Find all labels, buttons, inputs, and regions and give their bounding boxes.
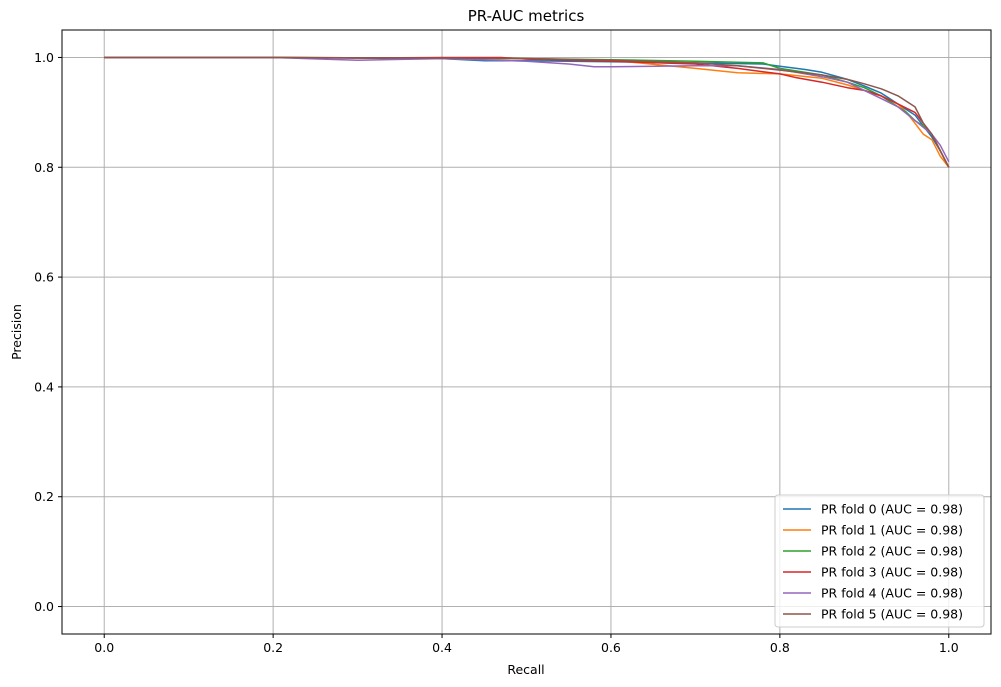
series-line-fold-3 xyxy=(104,56,950,168)
y-axis-label: Precision xyxy=(9,304,24,360)
x-tick-label: 0.8 xyxy=(770,640,790,655)
x-tick-label: 0.0 xyxy=(94,640,114,655)
x-tick-label: 1.0 xyxy=(939,640,959,655)
x-axis-label: Recall xyxy=(507,662,544,677)
y-tick-label: 0.6 xyxy=(34,270,54,285)
series-line-fold-4 xyxy=(104,56,950,163)
legend-entry-label: PR fold 1 (AUC = 0.98) xyxy=(821,523,963,538)
y-tick-label: 1.0 xyxy=(34,50,54,65)
chart-title: PR-AUC metrics xyxy=(468,7,585,25)
x-ticks: 0.0 0.2 0.4 0.6 0.8 1.0 xyxy=(94,634,959,655)
legend: PR fold 0 (AUC = 0.98) PR fold 1 (AUC = 0… xyxy=(774,494,985,628)
series-line-fold-2 xyxy=(104,56,950,168)
legend-entry-label: PR fold 0 (AUC = 0.98) xyxy=(821,502,963,517)
legend-entry-label: PR fold 3 (AUC = 0.98) xyxy=(821,565,963,580)
legend-entry-label: PR fold 4 (AUC = 0.98) xyxy=(821,586,963,601)
series-line-fold-5 xyxy=(104,56,950,168)
x-tick-label: 0.6 xyxy=(601,640,621,655)
legend-entry-label: PR fold 5 (AUC = 0.98) xyxy=(821,607,963,622)
series-line-fold-1 xyxy=(104,56,950,168)
plot-frame xyxy=(61,29,992,635)
x-tick-label: 0.2 xyxy=(263,640,283,655)
x-tick-label: 0.4 xyxy=(432,640,452,655)
legend-entry-label: PR fold 2 (AUC = 0.98) xyxy=(821,544,963,559)
y-tick-label: 0.2 xyxy=(34,489,54,504)
y-tick-label: 0.4 xyxy=(34,379,54,394)
y-tick-label: 0.8 xyxy=(34,160,54,175)
series-lines xyxy=(104,56,950,168)
y-tick-label: 0.0 xyxy=(34,599,54,614)
y-ticks: 0.0 0.2 0.4 0.6 0.8 1.0 xyxy=(34,50,62,614)
legend-box xyxy=(774,494,985,628)
series-line-fold-0 xyxy=(104,56,950,168)
